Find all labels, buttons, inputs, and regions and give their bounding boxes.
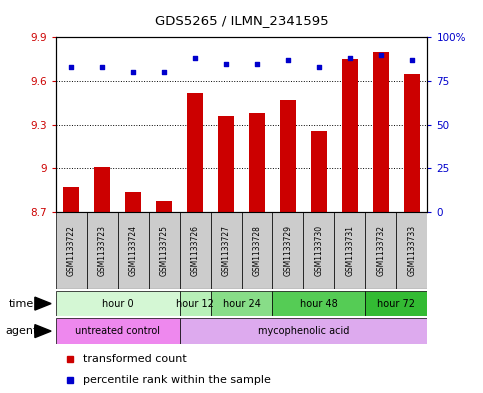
Bar — [63, 187, 79, 212]
Text: GSM1133723: GSM1133723 — [98, 225, 107, 276]
Bar — [242, 212, 272, 289]
Text: transformed count: transformed count — [84, 354, 187, 364]
Bar — [56, 291, 180, 316]
Text: GSM1133730: GSM1133730 — [314, 225, 324, 276]
Text: GSM1133733: GSM1133733 — [408, 225, 416, 276]
Bar — [249, 113, 265, 212]
Bar — [218, 116, 234, 212]
Bar — [272, 291, 366, 316]
Point — [191, 55, 199, 61]
Bar — [366, 212, 397, 289]
Text: hour 24: hour 24 — [223, 299, 260, 309]
Text: untreated control: untreated control — [75, 326, 160, 336]
Text: GSM1133727: GSM1133727 — [222, 225, 230, 276]
Text: GDS5265 / ILMN_2341595: GDS5265 / ILMN_2341595 — [155, 14, 328, 27]
Bar — [117, 212, 149, 289]
Bar — [94, 167, 110, 212]
Text: GSM1133726: GSM1133726 — [190, 225, 199, 276]
Text: hour 48: hour 48 — [300, 299, 338, 309]
Point — [129, 69, 137, 75]
Bar — [342, 59, 358, 212]
Point — [160, 69, 168, 75]
Text: percentile rank within the sample: percentile rank within the sample — [84, 375, 271, 385]
Point — [377, 51, 385, 58]
Bar — [56, 318, 180, 344]
Bar — [86, 212, 117, 289]
Text: hour 12: hour 12 — [176, 299, 214, 309]
Bar — [334, 212, 366, 289]
Point — [98, 64, 106, 70]
Bar — [404, 74, 420, 212]
Text: GSM1133732: GSM1133732 — [376, 225, 385, 276]
Bar — [211, 212, 242, 289]
Point — [315, 64, 323, 70]
Text: GSM1133724: GSM1133724 — [128, 225, 138, 276]
Text: agent: agent — [6, 326, 38, 336]
Bar — [397, 212, 427, 289]
Bar — [303, 212, 334, 289]
Text: GSM1133731: GSM1133731 — [345, 225, 355, 276]
Text: GSM1133729: GSM1133729 — [284, 225, 293, 276]
Bar — [272, 212, 303, 289]
Text: GSM1133722: GSM1133722 — [67, 225, 75, 276]
Bar — [125, 192, 141, 212]
Text: GSM1133728: GSM1133728 — [253, 225, 261, 276]
Bar — [180, 318, 427, 344]
Bar — [56, 212, 86, 289]
Bar — [156, 200, 172, 212]
Text: time: time — [9, 299, 34, 309]
Bar — [366, 291, 427, 316]
Bar — [211, 291, 272, 316]
Text: GSM1133725: GSM1133725 — [159, 225, 169, 276]
Bar — [149, 212, 180, 289]
Bar — [280, 100, 296, 212]
Text: mycophenolic acid: mycophenolic acid — [258, 326, 349, 336]
Text: hour 0: hour 0 — [102, 299, 133, 309]
Point — [346, 55, 354, 61]
Polygon shape — [35, 297, 51, 310]
Text: hour 72: hour 72 — [377, 299, 415, 309]
Bar — [180, 291, 211, 316]
Bar — [180, 212, 211, 289]
Bar — [373, 52, 389, 212]
Bar — [187, 93, 203, 212]
Point — [253, 61, 261, 67]
Point — [67, 64, 75, 70]
Point — [222, 61, 230, 67]
Polygon shape — [35, 325, 51, 338]
Point — [408, 57, 416, 63]
Bar — [311, 130, 327, 212]
Point — [284, 57, 292, 63]
